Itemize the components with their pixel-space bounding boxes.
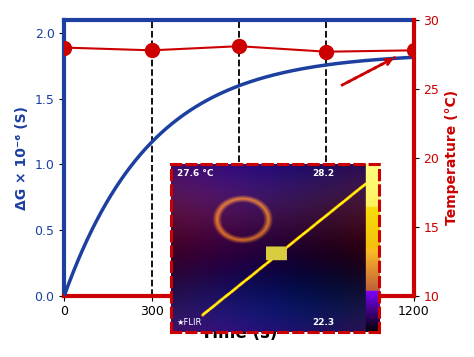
Text: 22.3: 22.3 [312,318,335,327]
Text: 28.2: 28.2 [312,169,335,178]
X-axis label: Time (s): Time (s) [201,324,277,342]
Text: ★FLIR: ★FLIR [177,318,202,327]
Y-axis label: ΔG × 10⁻⁶ (S): ΔG × 10⁻⁶ (S) [15,106,29,210]
Y-axis label: Temperature (°C): Temperature (°C) [445,90,459,225]
Text: 27.6 °C: 27.6 °C [177,169,213,178]
